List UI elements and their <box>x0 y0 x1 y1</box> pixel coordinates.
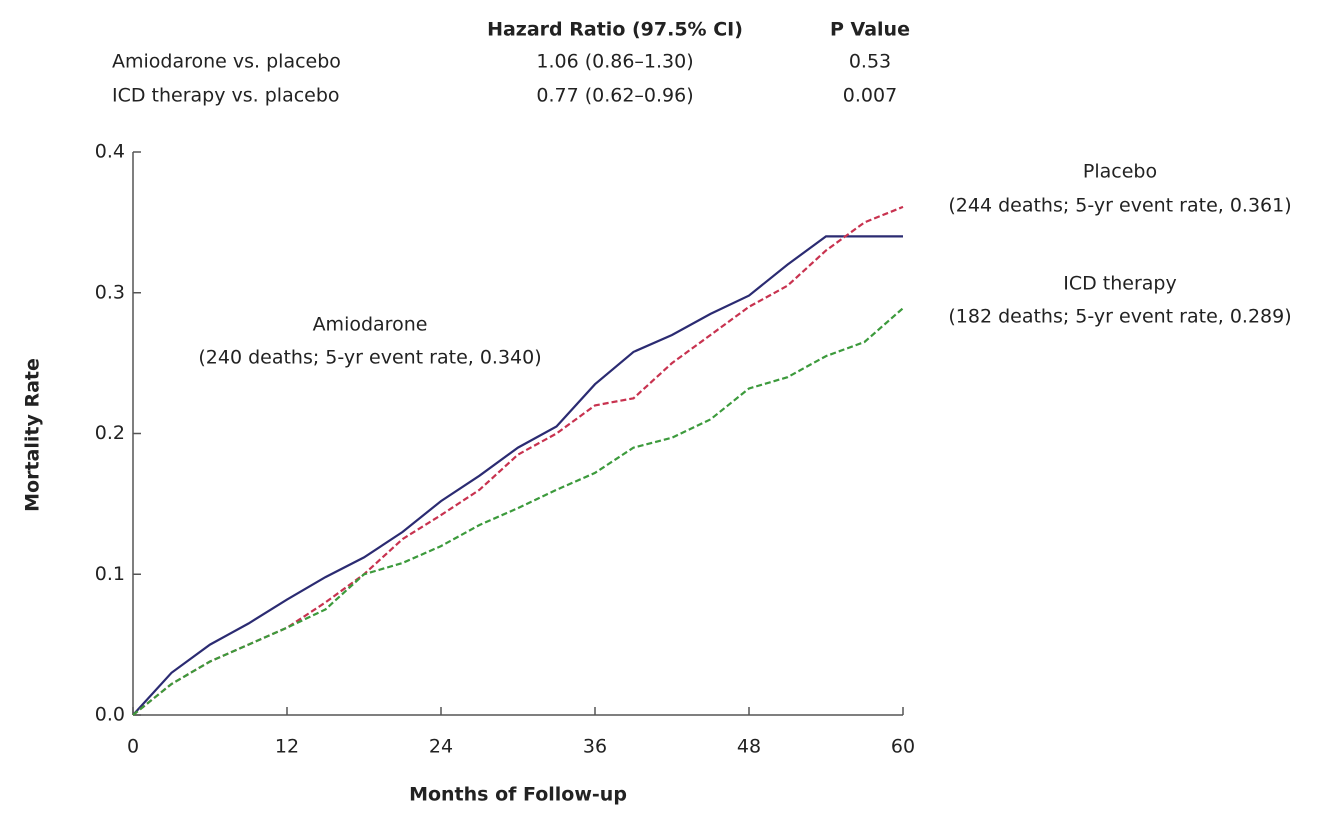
series-line <box>132 205 904 716</box>
y-tick-label: 0.3 <box>95 281 125 303</box>
x-tick-label: 24 <box>429 736 453 758</box>
series-label: Amiodarone <box>313 314 428 336</box>
table-header: P Value <box>830 19 910 41</box>
y-tick-label: 0.4 <box>95 141 125 163</box>
y-axis-title: Mortality Rate <box>22 358 44 512</box>
y-tick-label: 0.1 <box>95 563 125 585</box>
x-tick-label: 12 <box>275 736 299 758</box>
table-cell: Amiodarone vs. placebo <box>112 51 341 73</box>
table-cell: 0.007 <box>843 85 897 107</box>
x-axis-title: Months of Follow-up <box>409 784 627 806</box>
x-tick-label: 48 <box>737 736 761 758</box>
series-label: ICD therapy <box>1063 273 1176 295</box>
series-line <box>132 307 904 716</box>
series-label: Placebo <box>1083 161 1157 183</box>
y-tick-label: 0.0 <box>95 704 125 726</box>
series-line <box>132 235 903 716</box>
series-label-detail: (182 deaths; 5-yr event rate, 0.289) <box>948 306 1291 328</box>
table-cell: 0.53 <box>849 51 891 73</box>
y-tick-label: 0.2 <box>95 422 125 444</box>
x-tick-label: 36 <box>583 736 607 758</box>
table-cell: ICD therapy vs. placebo <box>112 85 340 107</box>
table-cell: 1.06 (0.86–1.30) <box>536 51 693 73</box>
series-label-detail: (240 deaths; 5-yr event rate, 0.340) <box>198 347 541 369</box>
x-tick-label: 60 <box>891 736 915 758</box>
table-cell: 0.77 (0.62–0.96) <box>536 85 693 107</box>
series-label-detail: (244 deaths; 5-yr event rate, 0.361) <box>948 195 1291 217</box>
x-tick-label: 0 <box>127 736 139 758</box>
table-header: Hazard Ratio (97.5% CI) <box>487 19 743 41</box>
